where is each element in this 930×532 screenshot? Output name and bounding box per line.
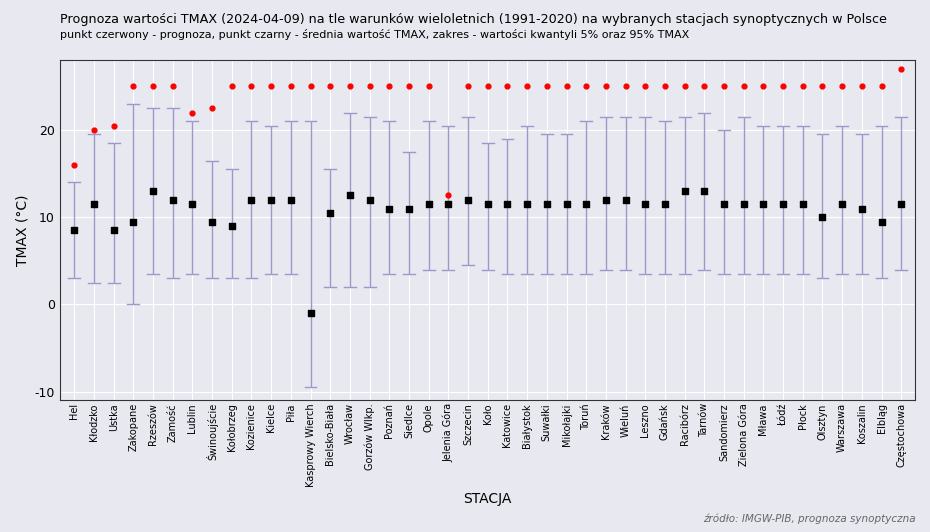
Y-axis label: TMAX (°C): TMAX (°C) [15, 195, 29, 266]
Point [795, 82, 810, 90]
Point [264, 196, 279, 204]
Point [146, 82, 161, 90]
Point [342, 82, 357, 90]
Point [677, 82, 692, 90]
Point [539, 200, 554, 209]
Point [638, 200, 653, 209]
Point [737, 200, 751, 209]
Point [303, 309, 318, 318]
Text: Prognoza wartości TMAX (2024-04-09) na tle warunków wieloletnich (1991-2020) na : Prognoza wartości TMAX (2024-04-09) na t… [60, 13, 887, 26]
Text: źródło: IMGW-PIB, prognoza synoptyczna: źródło: IMGW-PIB, prognoza synoptyczna [703, 513, 916, 524]
Point [598, 82, 613, 90]
Point [106, 121, 121, 130]
Point [480, 82, 495, 90]
Point [185, 109, 200, 117]
Point [697, 187, 711, 195]
Point [539, 82, 554, 90]
Point [382, 204, 397, 213]
Point [677, 187, 692, 195]
Point [578, 200, 593, 209]
Point [244, 196, 259, 204]
Point [815, 82, 830, 90]
Point [855, 82, 870, 90]
Point [874, 82, 889, 90]
Point [166, 82, 180, 90]
Point [520, 200, 535, 209]
Point [126, 218, 140, 226]
Point [323, 209, 338, 217]
Point [362, 82, 377, 90]
Point [67, 226, 82, 235]
Point [303, 82, 318, 90]
Point [638, 82, 653, 90]
Point [559, 200, 574, 209]
Point [205, 218, 219, 226]
Point [224, 222, 239, 230]
Point [894, 65, 909, 73]
Point [264, 82, 279, 90]
Point [67, 161, 82, 169]
Point [717, 200, 732, 209]
Point [480, 200, 495, 209]
Point [460, 196, 475, 204]
Point [86, 126, 101, 134]
Point [441, 191, 456, 200]
Point [146, 187, 161, 195]
Point [835, 200, 850, 209]
Point [284, 196, 299, 204]
Point [618, 196, 633, 204]
Point [500, 82, 515, 90]
Point [855, 204, 870, 213]
Point [106, 226, 121, 235]
Point [421, 200, 436, 209]
Point [835, 82, 850, 90]
Point [559, 82, 574, 90]
Point [460, 82, 475, 90]
Point [342, 191, 357, 200]
Point [205, 104, 219, 112]
Point [894, 200, 909, 209]
Point [284, 82, 299, 90]
Point [126, 82, 140, 90]
Point [224, 82, 239, 90]
Point [795, 200, 810, 209]
Point [402, 82, 417, 90]
Point [756, 82, 771, 90]
Text: punkt czerwony - prognoza, punkt czarny - średnia wartość TMAX, zakres - wartośc: punkt czerwony - prognoza, punkt czarny … [60, 29, 690, 40]
Point [658, 200, 672, 209]
Point [874, 218, 889, 226]
Point [323, 82, 338, 90]
Point [362, 196, 377, 204]
Point [578, 82, 593, 90]
Point [598, 196, 613, 204]
Point [86, 200, 101, 209]
Point [185, 200, 200, 209]
Point [658, 82, 672, 90]
Point [815, 213, 830, 221]
Point [441, 200, 456, 209]
Point [244, 82, 259, 90]
Point [717, 82, 732, 90]
Point [402, 204, 417, 213]
Point [697, 82, 711, 90]
Point [500, 200, 515, 209]
Point [776, 82, 790, 90]
Point [520, 82, 535, 90]
Point [756, 200, 771, 209]
Point [618, 82, 633, 90]
Point [421, 82, 436, 90]
Point [737, 82, 751, 90]
X-axis label: STACJA: STACJA [463, 492, 512, 506]
Point [166, 196, 180, 204]
Point [776, 200, 790, 209]
Point [382, 82, 397, 90]
